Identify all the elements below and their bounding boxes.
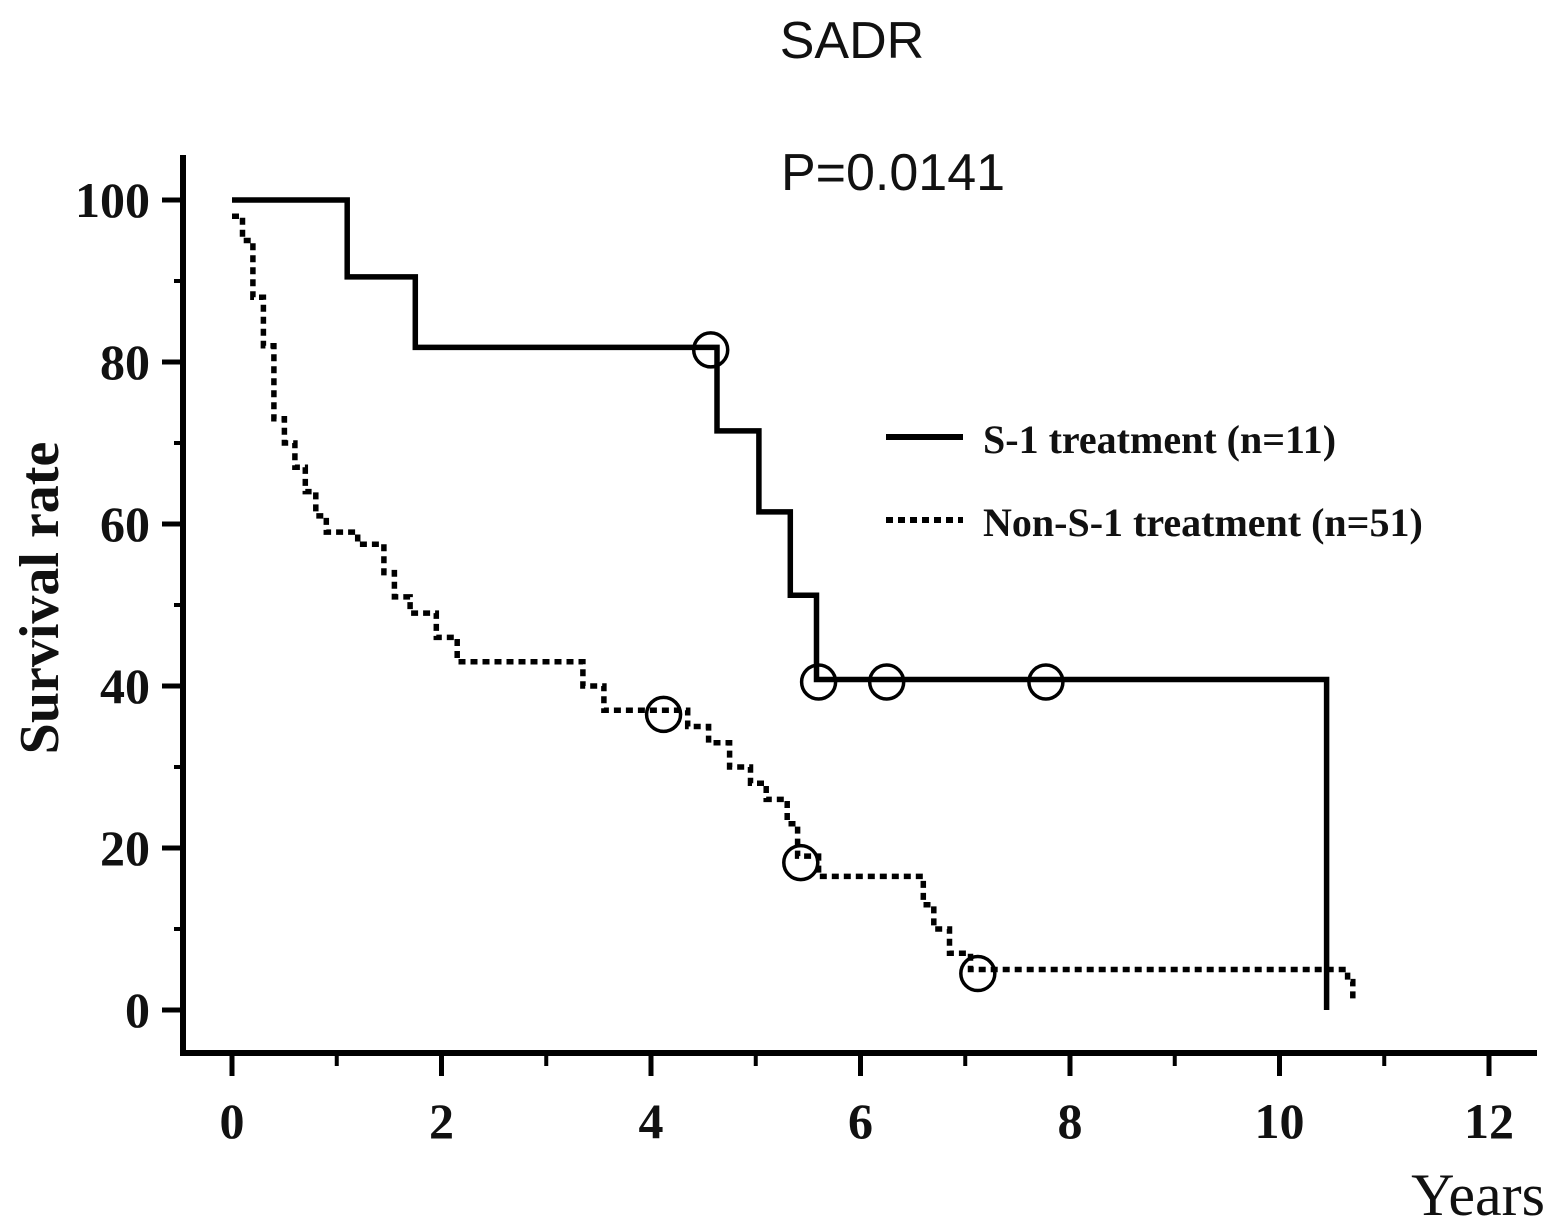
y-tick-label: 0: [125, 982, 150, 1038]
p-value-annotation: P=0.0141: [781, 144, 1005, 202]
y-ticks: 0 20 40 60 80 100: [75, 172, 183, 1038]
legend-label-s1: S-1 treatment (n=11): [983, 417, 1336, 462]
y-tick-label: 20: [100, 820, 150, 876]
chart-title: SADR: [780, 12, 924, 70]
x-tick-label: 12: [1464, 1093, 1514, 1149]
y-axis-label: Survival rate: [9, 442, 71, 755]
y-tick-label: 100: [75, 172, 150, 228]
x-tick-label: 10: [1255, 1093, 1305, 1149]
censor-mark: [867, 663, 906, 701]
series-layer: [232, 197, 1356, 1010]
axes: 0 20 40 60 80 100 0 2 4 6 8 10 12: [75, 155, 1537, 1149]
series-s1: [232, 197, 1330, 1010]
legend: S-1 treatment (n=11) Non-S-1 treatment (…: [886, 417, 1423, 545]
y-tick-label: 40: [100, 658, 150, 714]
censor-mark: [644, 695, 683, 734]
y-tick-label: 60: [100, 496, 150, 552]
series-line: [232, 197, 1330, 1010]
x-tick-label: 6: [848, 1093, 873, 1149]
censor-mark: [799, 663, 838, 701]
censor-mark: [691, 331, 730, 369]
x-ticks: 0 2 4 6 8 10 12: [220, 1053, 1514, 1149]
censor-mark: [782, 843, 820, 882]
legend-label-non-s1: Non-S-1 treatment (n=51): [983, 500, 1423, 545]
x-axis-label: Years: [1411, 1162, 1545, 1228]
x-tick-label: 4: [639, 1093, 664, 1149]
censor-mark: [1027, 663, 1065, 701]
censor-mark: [959, 954, 997, 993]
y-tick-label: 80: [100, 334, 150, 390]
x-tick-label: 2: [429, 1093, 454, 1149]
x-tick-label: 8: [1058, 1093, 1083, 1149]
x-tick-label: 0: [220, 1093, 245, 1149]
series-non-s1: [232, 213, 1356, 1002]
series-line: [232, 213, 1356, 1002]
